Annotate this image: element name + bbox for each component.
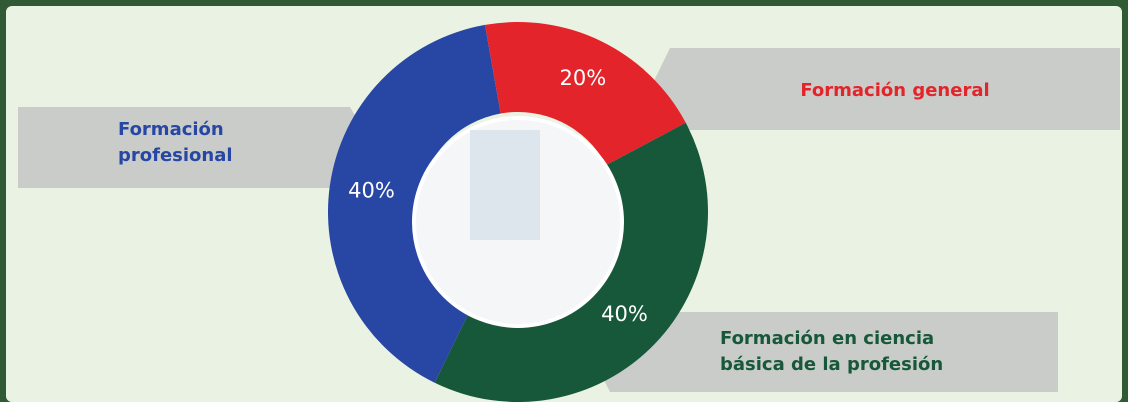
labels: 40% 20% 40% Formación profesional Formación g… <box>118 66 990 375</box>
callout <box>650 48 1120 130</box>
category-line: Formación general <box>800 80 989 101</box>
category-label: Formación profesional <box>118 119 233 166</box>
callout <box>590 312 1058 392</box>
category-label: Formación en ciencia básica de la profesi… <box>720 328 943 375</box>
category-line: Formación <box>118 119 224 140</box>
value-label: 40% <box>348 178 395 202</box>
category-line: profesional <box>118 145 233 166</box>
category-line: Formación en ciencia <box>720 328 934 349</box>
value-label: 40% <box>601 302 648 326</box>
photo-detail <box>470 130 540 240</box>
category-label: Formación general <box>800 80 989 101</box>
slice <box>434 122 709 402</box>
slice <box>485 21 686 166</box>
category-line: básica de la profesión <box>720 354 943 375</box>
value-label: 20% <box>560 66 607 90</box>
callout <box>18 107 375 188</box>
